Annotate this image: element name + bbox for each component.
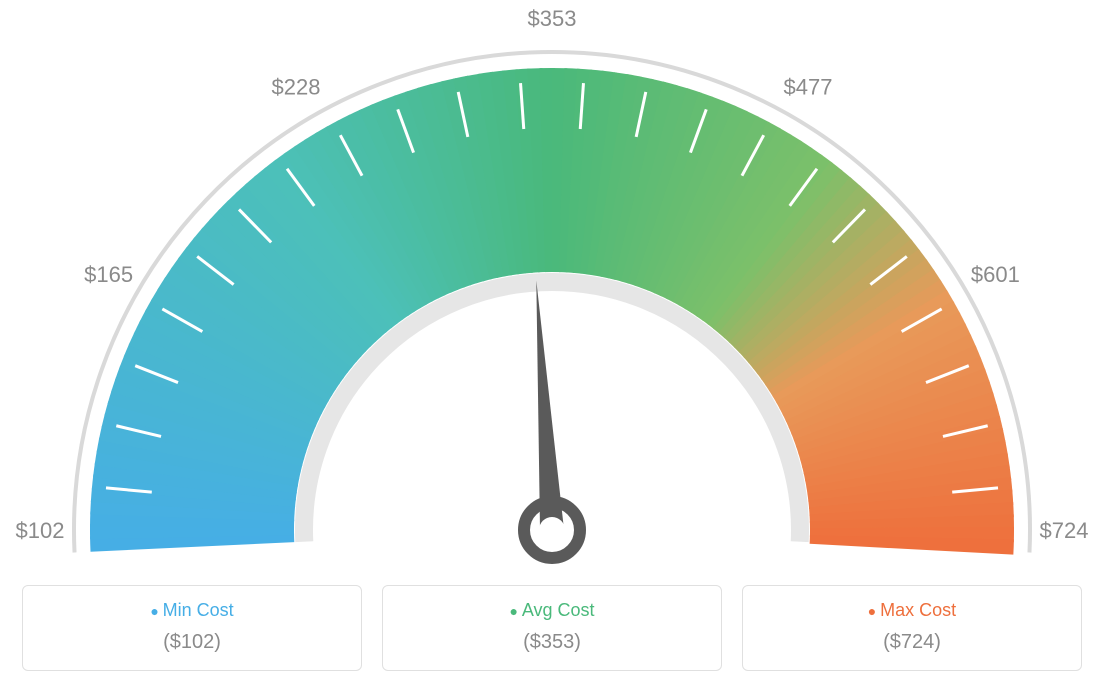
- svg-text:$165: $165: [84, 262, 133, 287]
- svg-text:$353: $353: [528, 6, 577, 31]
- legend-label-avg: Avg Cost: [383, 600, 721, 621]
- svg-text:$477: $477: [784, 75, 833, 100]
- legend-card-avg: Avg Cost ($353): [382, 585, 722, 671]
- legend-label-min: Min Cost: [23, 600, 361, 621]
- legend-card-max: Max Cost ($724): [742, 585, 1082, 671]
- svg-text:$102: $102: [16, 518, 65, 543]
- legend-value-avg: ($353): [383, 631, 721, 654]
- cost-gauge: $102 $165 $228 $353 $477 $601 $724: [0, 0, 1104, 585]
- legend-value-max: ($724): [743, 631, 1081, 654]
- svg-text:$724: $724: [1040, 518, 1089, 543]
- legend-row: Min Cost ($102) Avg Cost ($353) Max Cost…: [22, 585, 1082, 671]
- svg-text:$601: $601: [971, 262, 1020, 287]
- legend-label-max: Max Cost: [743, 600, 1081, 621]
- svg-text:$228: $228: [272, 75, 321, 100]
- legend-card-min: Min Cost ($102): [22, 585, 362, 671]
- legend-value-min: ($102): [23, 631, 361, 654]
